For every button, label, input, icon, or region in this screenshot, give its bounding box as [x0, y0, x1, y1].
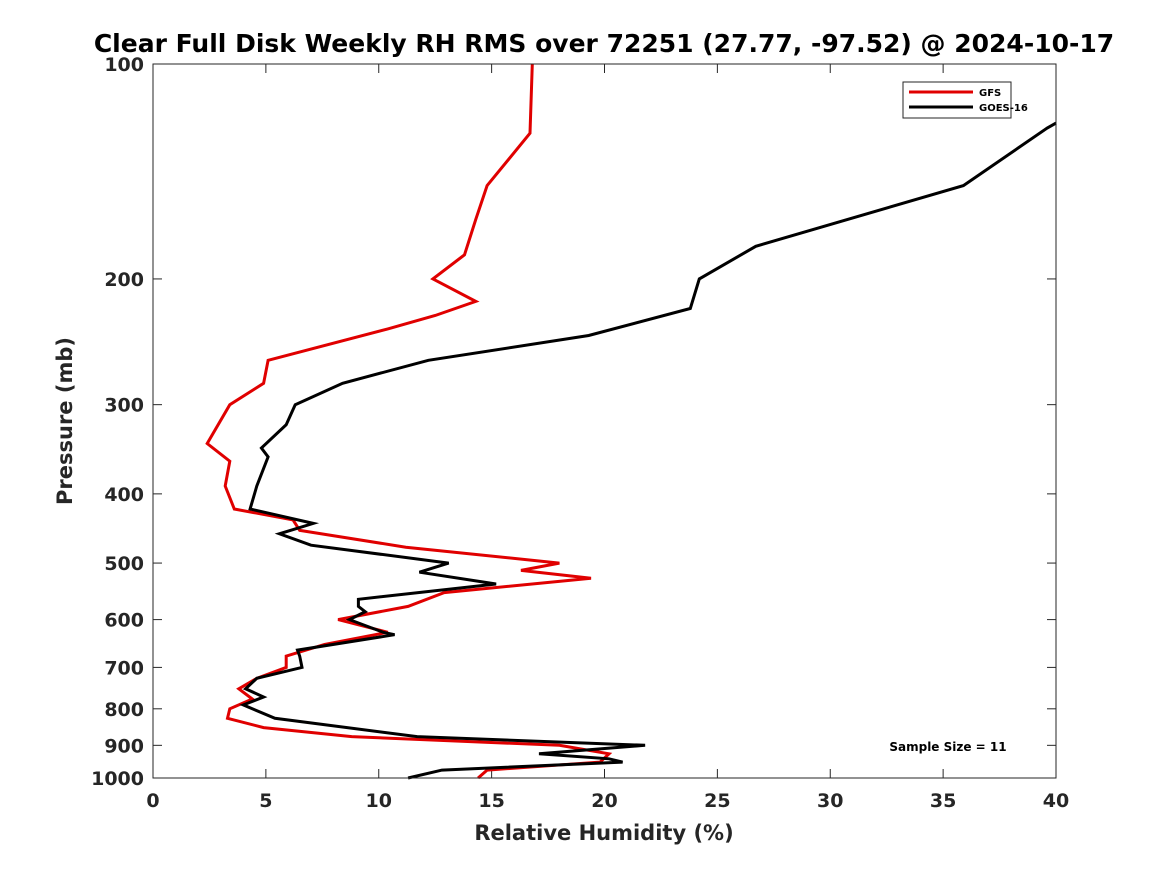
x-axis-label: Relative Humidity (%) [474, 821, 733, 845]
y-tick-label: 1000 [91, 768, 144, 790]
x-tick-label: 5 [259, 790, 272, 812]
y-tick-label: 800 [104, 699, 144, 721]
chart-title: Clear Full Disk Weekly RH RMS over 72251… [94, 29, 1114, 58]
y-tick-label: 400 [104, 484, 144, 506]
x-tick-label: 35 [930, 790, 956, 812]
y-tick-label: 700 [104, 657, 144, 679]
x-tick-label: 40 [1043, 790, 1069, 812]
y-axis-label: Pressure (mb) [53, 337, 77, 505]
x-tick-label: 10 [366, 790, 392, 812]
x-tick-label: 15 [478, 790, 504, 812]
legend-box [902, 81, 1012, 119]
plot-area-frame [152, 63, 1057, 779]
plot-series [205, 63, 1057, 780]
y-tick-label: 500 [104, 553, 144, 575]
y-tick-label: 200 [104, 269, 144, 291]
legend-label: GOES-16 [979, 103, 1028, 114]
x-tick-label: 20 [591, 790, 617, 812]
y-tick-label: 900 [104, 735, 144, 757]
series-line-goes-16 [239, 121, 1057, 780]
x-tick-label: 0 [146, 790, 159, 812]
axis-ticks: 0 5 10 15 20 25 30 35 40 100 200 300 400 500 600 700 800… [91, 54, 1069, 812]
x-tick-label: 25 [704, 790, 730, 812]
sample-size-annotation: Sample Size = 11 [889, 740, 1006, 754]
x-tick-label: 30 [817, 790, 843, 812]
legend: GFS GOES-16 [902, 81, 1028, 119]
y-tick-label: 300 [104, 395, 144, 417]
series-line-gfs [205, 63, 613, 780]
y-tick-label: 600 [104, 610, 144, 632]
y-tick-label: 100 [104, 54, 144, 76]
legend-label: GFS [979, 88, 1001, 99]
